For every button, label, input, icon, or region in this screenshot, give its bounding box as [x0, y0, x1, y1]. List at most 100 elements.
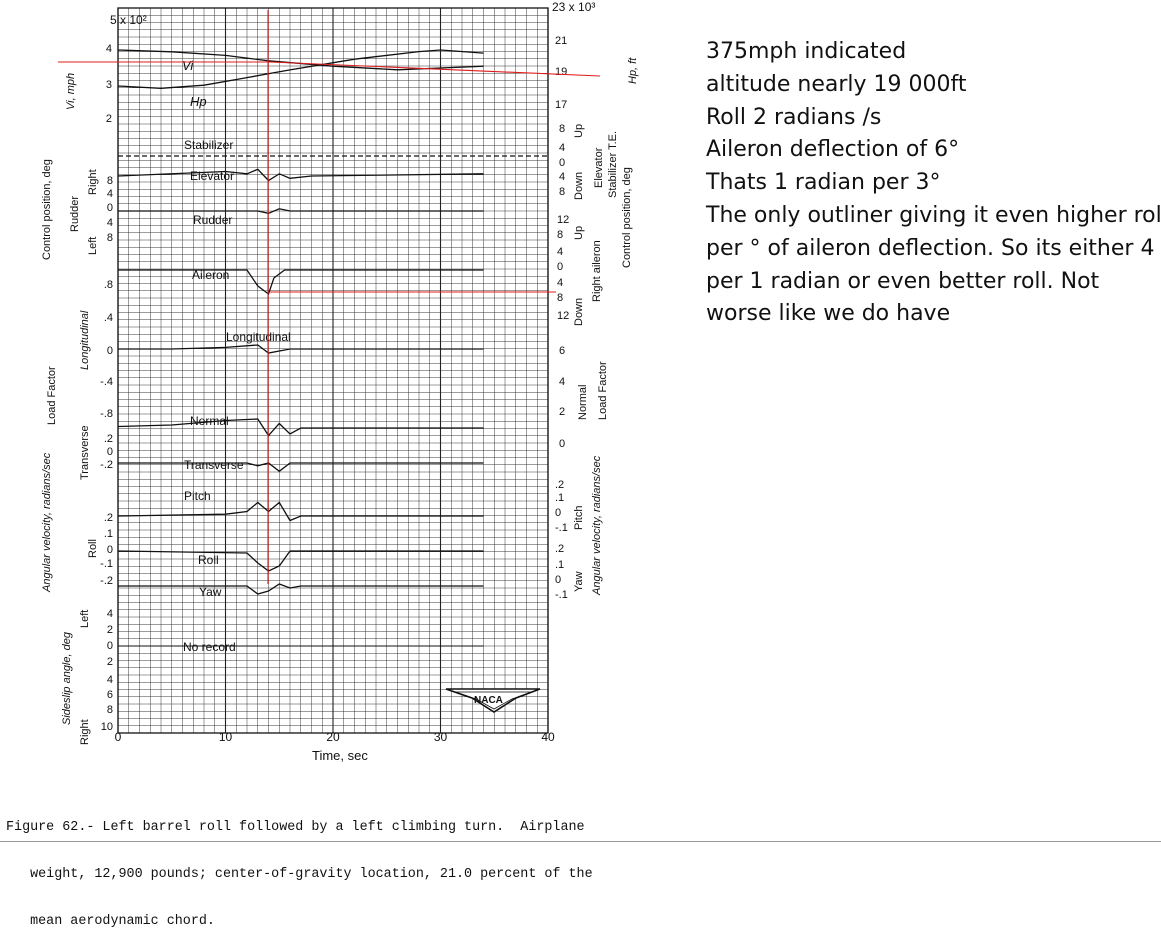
- left-label-right: Right: [87, 169, 99, 195]
- right-tick-aileron: 12: [557, 214, 569, 226]
- right-label-angular-velocity: Angular velocity, radians/sec: [591, 455, 603, 596]
- right-tick-yaw: -.1: [555, 589, 568, 601]
- right-label-hp-ft: Hp, ft: [627, 57, 639, 84]
- left-tick-sideslip: 10: [101, 721, 113, 733]
- right-tick-yaw: .1: [555, 559, 564, 571]
- left-label-longitudinal: Longitudinal: [79, 310, 91, 370]
- left-tick-longitudinal: 0: [107, 345, 113, 357]
- right-label-control-position: Control position, deg: [621, 167, 633, 268]
- right-tick-yaw: 0: [555, 574, 561, 586]
- left-tick-transverse: 0: [107, 446, 113, 458]
- series-label-aileron: Aileron: [192, 268, 229, 282]
- left-label-sideslip: Sideslip angle, deg: [61, 631, 73, 725]
- caption-line: Figure 62.- Left barrel roll followed by…: [6, 820, 585, 836]
- right-tick-aileron: 8: [557, 292, 563, 304]
- caption-line: weight, 12,900 pounds; center-of-gravity…: [6, 866, 593, 882]
- right-tick-yaw: .2: [555, 543, 564, 555]
- annotation-line: Aileron deflection of 6°: [706, 137, 960, 163]
- right-altitude-multiplier: 23 x 10³: [552, 0, 595, 14]
- left-label-sideslip-left: Left: [79, 610, 91, 628]
- annotation-line: altitude nearly 19 000ft: [706, 71, 967, 97]
- left-label-rudder: Rudder: [69, 196, 81, 232]
- left-tick-roll: -.1: [100, 558, 113, 570]
- right-label-load-factor: Load Factor: [597, 361, 609, 420]
- right-tick-aileron: 12: [557, 310, 569, 322]
- chart-series-labels: Vi Hp Stabilizer Elevator Rudder Aileron…: [41, 0, 639, 763]
- right-tick-aileron: 8: [557, 229, 563, 241]
- left-tick-sideslip: 4: [107, 674, 113, 686]
- left-tick-sideslip: 0: [107, 640, 113, 652]
- annotation-note: 375mph indicated altitude nearly 19 000f…: [706, 36, 1161, 331]
- right-tick-normal: 6: [559, 345, 565, 357]
- left-label-sideslip-right: Right: [79, 719, 91, 745]
- left-label-vi-mph: Vi, mph: [65, 73, 77, 110]
- x-axis-label: Time, sec: [312, 748, 368, 763]
- right-tick-pitch: 0: [555, 507, 561, 519]
- left-tick-vi: 2: [106, 113, 112, 125]
- right-label-pitch: Pitch: [573, 506, 585, 530]
- left-tick-sideslip: 2: [107, 624, 113, 636]
- right-tick-pitch: -.1: [555, 522, 568, 534]
- trace-normal: [117, 418, 484, 437]
- left-tick-roll: 0: [107, 544, 113, 556]
- left-velocity-multiplier: 5 x 10²: [110, 13, 147, 27]
- left-tick-aileron: .4: [104, 312, 113, 324]
- left-label-transverse: Transverse: [79, 425, 91, 480]
- trace-yaw: [118, 583, 484, 595]
- x-tick-label: 20: [326, 730, 340, 744]
- chart-grid: [117, 7, 549, 734]
- series-label-roll: Roll: [198, 553, 219, 567]
- left-tick-sideslip: 8: [107, 704, 113, 716]
- right-tick-aileron: 4: [557, 246, 563, 258]
- right-tick-pitch: .1: [555, 492, 564, 504]
- x-tick-label: 30: [434, 730, 448, 744]
- trace-hp: [117, 49, 484, 89]
- trace-rudder: [118, 208, 484, 214]
- right-tick-elevator: 4: [559, 142, 565, 154]
- x-tick-label: 40: [541, 730, 555, 744]
- x-tick-label: 10: [219, 730, 233, 744]
- annotation-line: Thats 1 radian per 3°: [706, 170, 941, 196]
- annotation-line: per 1 radian or even better roll. Not: [706, 268, 1100, 294]
- series-label-elevator: Elevator: [190, 169, 234, 183]
- annotation-line: Roll 2 radians /s: [706, 104, 882, 130]
- right-label-down-2: Down: [573, 298, 585, 326]
- left-tick-roll: .2: [104, 512, 113, 524]
- right-tick-elevator: 8: [559, 123, 565, 135]
- left-tick-sideslip: 6: [107, 689, 113, 701]
- x-tick-label: 0: [115, 730, 122, 744]
- left-tick-transverse: -.2: [100, 459, 113, 471]
- right-tick-hp: 17: [555, 99, 567, 111]
- left-tick-control: 4: [107, 217, 113, 229]
- chart-tick-labels: 0 10 20 30 4043284048.8.40-.4-.8.20-.2.2.10-…: [100, 35, 569, 744]
- right-tick-elevator: 4: [559, 171, 565, 183]
- left-tick-sideslip: 4: [107, 608, 113, 620]
- left-tick-control: 4: [107, 188, 113, 200]
- annotation-line: per ° of aileron deflection. So its eith…: [706, 235, 1155, 261]
- left-label-roll: Roll: [87, 539, 99, 558]
- ref-line-altitude: [269, 61, 601, 77]
- right-tick-normal: 4: [559, 376, 565, 388]
- left-tick-longitudinal: -.8: [100, 408, 113, 420]
- left-tick-longitudinal: -.4: [100, 376, 113, 388]
- series-label-longitudinal: Longitudinal: [226, 330, 291, 344]
- series-label-rudder: Rudder: [193, 213, 232, 227]
- left-tick-transverse: .2: [104, 433, 113, 445]
- series-label-no-record: No record: [183, 640, 236, 654]
- left-tick-aileron: .8: [104, 279, 113, 291]
- right-label-elevator: Elevator: [593, 147, 605, 188]
- left-tick-vi: 3: [106, 79, 112, 91]
- right-label-up-1: Up: [573, 124, 585, 138]
- series-label-transverse: Transverse: [184, 458, 244, 472]
- left-label-angular-velocity: Angular velocity, radians/sec: [41, 452, 53, 593]
- right-tick-aileron: 0: [557, 261, 563, 273]
- left-label-left: Left: [87, 237, 99, 255]
- right-label-stabilizer-te: Stabilizer T.E.: [607, 131, 619, 198]
- caption-line: mean aerodynamic chord.: [6, 913, 215, 929]
- right-label-down-1: Down: [573, 172, 585, 200]
- left-label-load-factor: Load Factor: [46, 366, 58, 425]
- naca-time-history-chart: 0 10 20 30 4043284048.8.40-.4-.8.20-.2.2.10-…: [41, 0, 639, 763]
- page-bottom-rule: [0, 841, 1161, 842]
- right-label-right-aileron: Right aileron: [591, 240, 603, 302]
- series-label-pitch: Pitch: [184, 489, 211, 503]
